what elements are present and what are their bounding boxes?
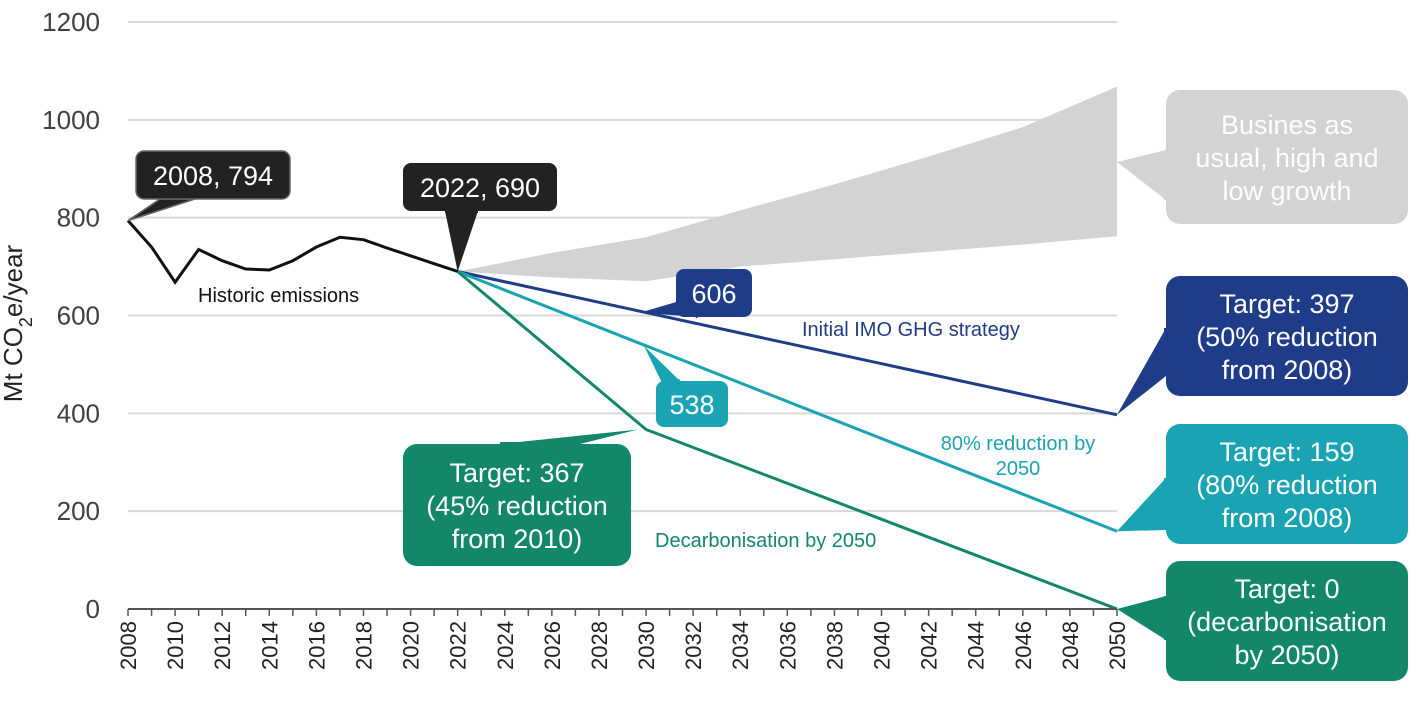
callout-2022-pointer — [445, 211, 478, 272]
callout-target-367-text: (45% reduction — [426, 491, 608, 521]
bau-band — [457, 86, 1118, 282]
callout-2022: 2022, 690 — [403, 163, 557, 272]
callout-target-397-box — [1166, 276, 1408, 396]
callout-target-0-box — [1166, 561, 1408, 681]
x-tick-label: 2020 — [399, 621, 424, 670]
y-tick-label: 800 — [57, 203, 100, 233]
eighty-percent-line — [457, 270, 1118, 533]
x-tick-label: 2028 — [587, 621, 612, 670]
y-tick-label: 200 — [57, 496, 100, 526]
eighty-percent-label: 80% reduction by — [941, 433, 1096, 455]
x-tick-label: 2008 — [116, 621, 141, 670]
callout-606-seam — [681, 298, 700, 319]
y-tick-label: 400 — [57, 398, 100, 428]
callout-target-397-text: (50% reduction — [1196, 322, 1378, 352]
bau-band-group — [457, 86, 1118, 282]
decarbonisation-line — [456, 270, 1118, 611]
x-tick-label: 2030 — [634, 621, 659, 670]
axes-group: 0 200 400 600 800 1000 1200 Mt CO2e/year 2008 201… — [0, 7, 1130, 670]
callout-2022-box — [403, 163, 557, 211]
callout-target-367-text: from 2010) — [452, 524, 583, 554]
imo-strategy-line — [457, 270, 1118, 417]
x-tick-label: 2014 — [257, 621, 282, 670]
callout-target-367-pointer — [500, 429, 639, 444]
x-tick-label: 2032 — [681, 621, 706, 670]
y-tick-label: 1000 — [42, 105, 100, 135]
callout-538-pointer — [644, 345, 680, 385]
callout-target-0-text: (decarbonisation — [1187, 607, 1387, 637]
callout-target-159-text: Target: 159 — [1219, 437, 1354, 467]
x-tick-label: 2034 — [728, 621, 753, 670]
gridlines — [128, 21, 1117, 513]
x-tick-label: 2026 — [540, 621, 565, 670]
callout-target-0-pointer — [1117, 596, 1166, 640]
callout-target-0-text: by 2050) — [1234, 640, 1339, 670]
callout-606-text: 606 — [691, 279, 736, 309]
callout-target-397-text: Target: 397 — [1219, 289, 1354, 319]
callout-538-seam — [662, 379, 681, 387]
x-tick-label: 2038 — [822, 621, 847, 670]
callout-538: 538 — [644, 345, 728, 427]
callout-538-box — [656, 381, 728, 427]
callout-2008-box — [135, 150, 291, 200]
y-axis-title-part: e/year — [0, 244, 28, 317]
callout-538-text: 538 — [669, 390, 714, 420]
x-tick-label: 2010 — [163, 621, 188, 670]
callout-target-159-text: (80% reduction — [1196, 470, 1378, 500]
imo-strategy-label: Initial IMO GHG strategy — [802, 319, 1020, 341]
callout-606: 606 — [640, 269, 752, 319]
callout-target-159-pointer — [1117, 478, 1166, 532]
callout-target-159-text: from 2008) — [1222, 503, 1353, 533]
callout-bau-pointer — [1117, 150, 1166, 200]
y-tick-label: 0 — [86, 594, 100, 624]
callout-2008-text: 2008, 794 — [153, 161, 273, 191]
callout-bau-text: low growth — [1222, 176, 1351, 206]
y-tick-label: 600 — [57, 301, 100, 331]
y-axis-title: Mt CO2e/year — [0, 244, 36, 402]
x-tick-label: 2046 — [1011, 621, 1036, 670]
x-tick-label: 2048 — [1058, 621, 1083, 670]
callout-target-397-text: from 2008) — [1222, 355, 1353, 385]
callout-2008: 2008, 794 — [127, 150, 291, 222]
callout-target-367-box — [403, 444, 631, 566]
callout-target-0-text: Target: 0 — [1234, 574, 1339, 604]
historic-emissions-line — [126, 219, 459, 285]
historic-emissions-label: Historic emissions — [198, 285, 359, 307]
callout-606-box — [676, 269, 752, 317]
x-tick-label: 2022 — [446, 621, 471, 670]
x-tick-label: 2016 — [304, 621, 329, 670]
callout-2022-text: 2022, 690 — [420, 173, 540, 203]
x-tick-label: 2042 — [917, 621, 942, 670]
x-tick-label: 2036 — [775, 621, 800, 670]
y-axis-title-part: Mt CO — [0, 327, 28, 402]
callout-bau-text: usual, high and — [1195, 143, 1378, 173]
line-labels-group: Historic emissions Initial IMO GHG strate… — [198, 285, 1095, 552]
x-tick-label: 2044 — [964, 621, 989, 670]
decarbonisation-label: Decarbonisation by 2050 — [655, 530, 876, 552]
callout-target-159-box — [1166, 424, 1408, 544]
eighty-percent-label: 2050 — [996, 458, 1041, 480]
callout-bau-text: Busines as — [1221, 110, 1353, 140]
x-tick-label: 2012 — [210, 621, 235, 670]
y-axis-title-sub: 2 — [16, 317, 36, 327]
callout-bau-box — [1166, 90, 1408, 224]
y-tick-label: 1200 — [42, 7, 100, 37]
x-tick-label: 2024 — [493, 621, 518, 670]
callout-target-367-text: Target: 367 — [449, 458, 584, 488]
x-tick-label: 2040 — [870, 621, 895, 670]
x-tick-label: 2018 — [351, 621, 376, 670]
callout-target-397-pointer — [1117, 328, 1166, 415]
x-tick-label: 2050 — [1105, 621, 1130, 670]
callouts-group: 2008, 794 2022, 690 606 538 Target: 367(45% … — [127, 90, 1408, 681]
